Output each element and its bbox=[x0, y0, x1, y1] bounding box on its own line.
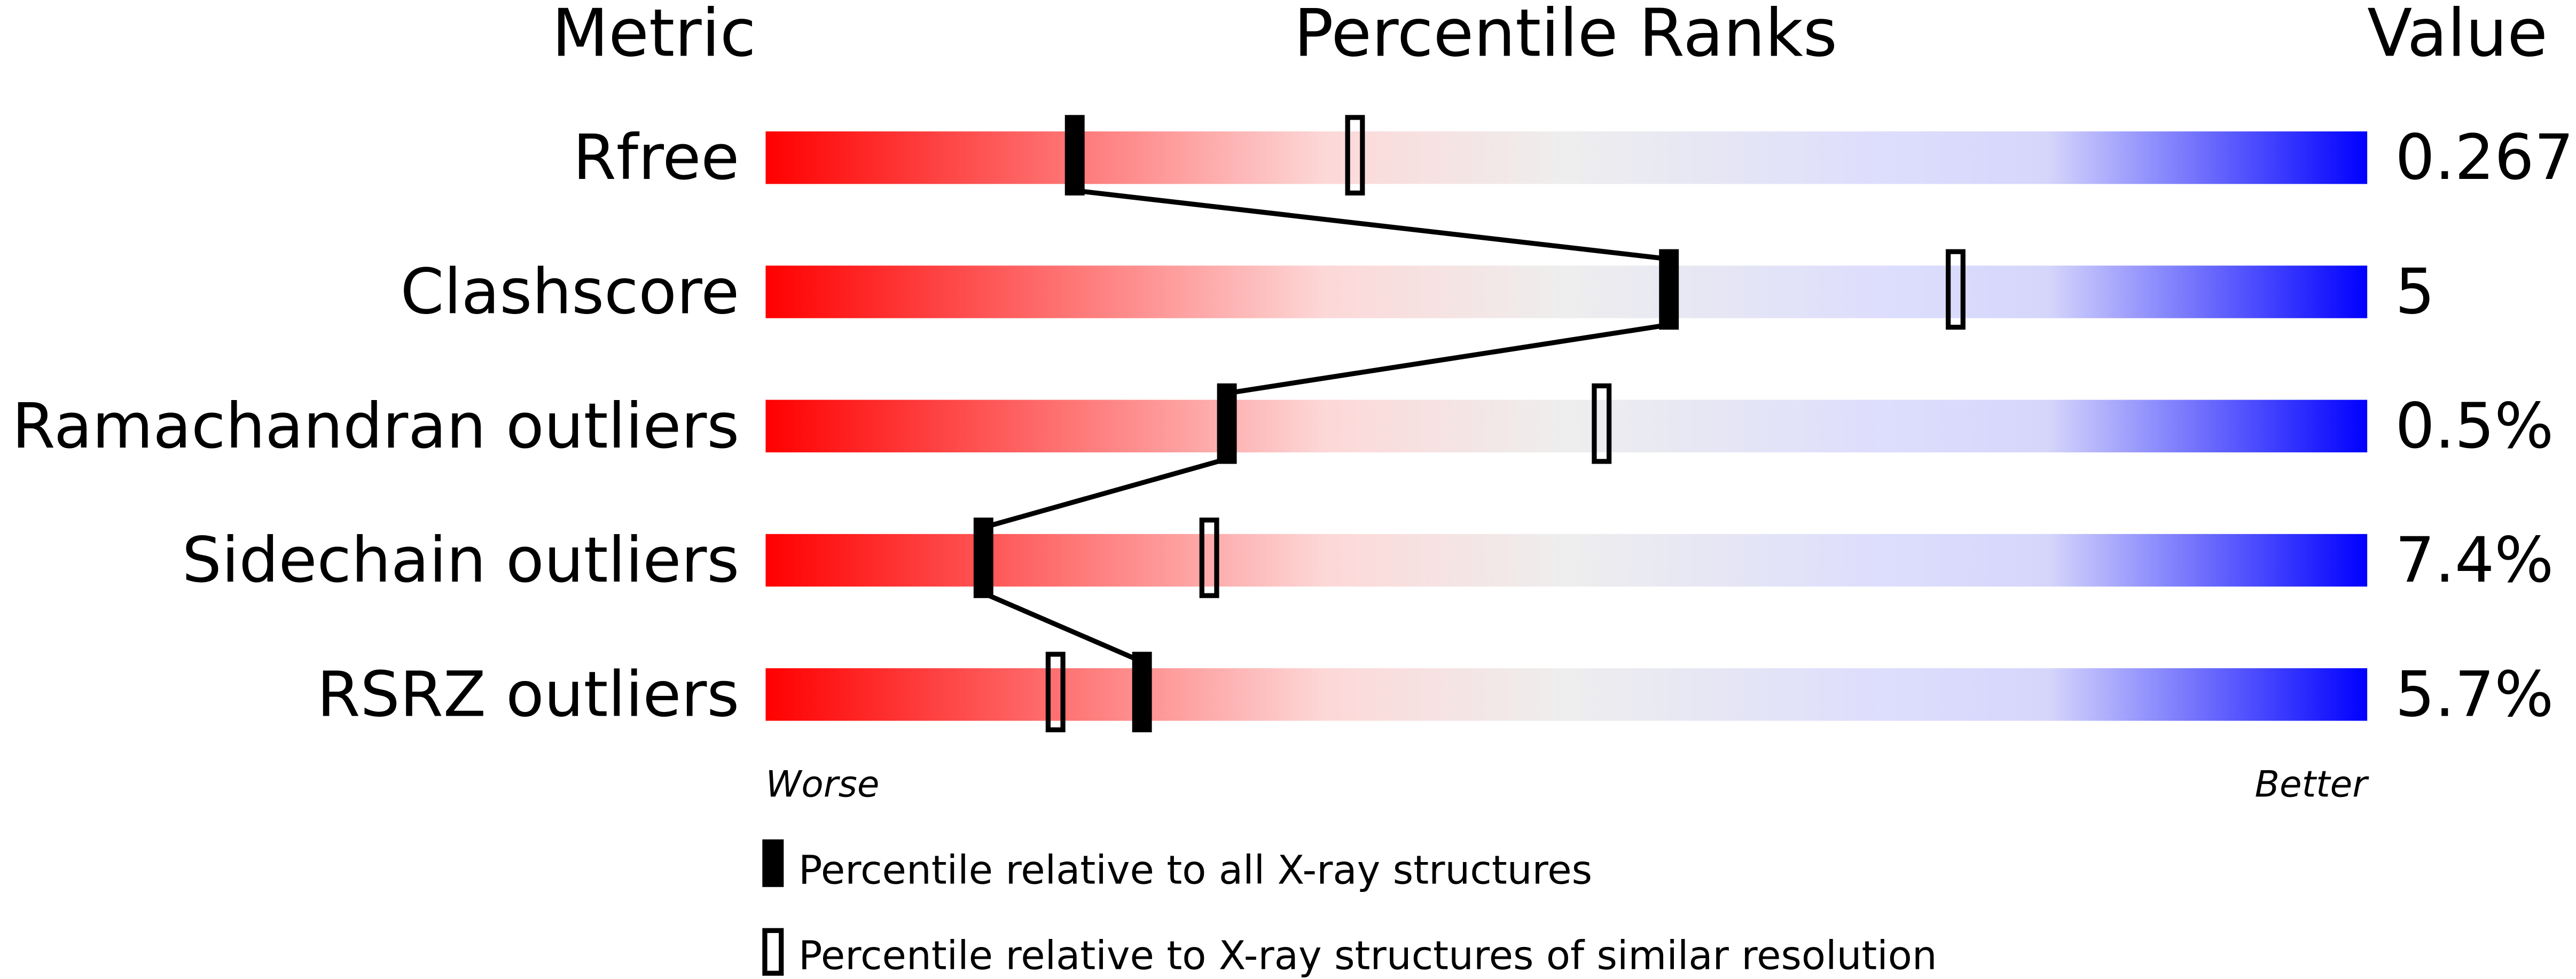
header-percentile-ranks: Percentile Ranks bbox=[1294, 0, 1837, 72]
legend-open-marker bbox=[762, 928, 784, 976]
percentile-bar bbox=[765, 668, 2368, 721]
metric-value: 0.267 bbox=[2395, 121, 2574, 194]
metric-value: 0.5% bbox=[2395, 390, 2554, 463]
metric-value: 7.4% bbox=[2395, 524, 2554, 597]
marker-similar-resolution bbox=[1045, 652, 1066, 733]
metric-label: Ramachandran outliers bbox=[12, 390, 739, 463]
metric-label: Rfree bbox=[573, 121, 740, 194]
marker-all-structures bbox=[1064, 115, 1085, 195]
legend-label-similar: Percentile relative to X-ray structures … bbox=[798, 933, 1937, 979]
header-value: Value bbox=[2367, 0, 2548, 72]
metric-label: RSRZ outliers bbox=[317, 658, 739, 731]
marker-all-structures bbox=[1659, 249, 1679, 330]
marker-all-structures bbox=[1217, 383, 1237, 464]
marker-all-structures bbox=[1132, 652, 1152, 733]
axis-label-worse: Worse bbox=[765, 763, 879, 805]
header-metric: Metric bbox=[552, 0, 756, 72]
legend-label-all: Percentile relative to all X-ray structu… bbox=[798, 848, 1592, 894]
percentile-bar bbox=[765, 265, 2368, 318]
axis-label-better: Better bbox=[2255, 763, 2370, 805]
marker-similar-resolution bbox=[1345, 115, 1365, 195]
metric-label: Clashscore bbox=[401, 255, 740, 328]
marker-similar-resolution bbox=[1592, 383, 1612, 464]
percentile-bar bbox=[765, 131, 2368, 184]
legend-filled-marker bbox=[762, 839, 784, 887]
metric-value: 5 bbox=[2395, 255, 2434, 328]
metric-label: Sidechain outliers bbox=[182, 524, 739, 597]
marker-similar-resolution bbox=[1946, 249, 1966, 330]
metric-value: 5.7% bbox=[2395, 658, 2554, 731]
percentile-bar bbox=[765, 534, 2368, 587]
marker-all-structures bbox=[973, 518, 993, 598]
percentile-bar bbox=[765, 400, 2368, 452]
marker-similar-resolution bbox=[1199, 518, 1219, 598]
